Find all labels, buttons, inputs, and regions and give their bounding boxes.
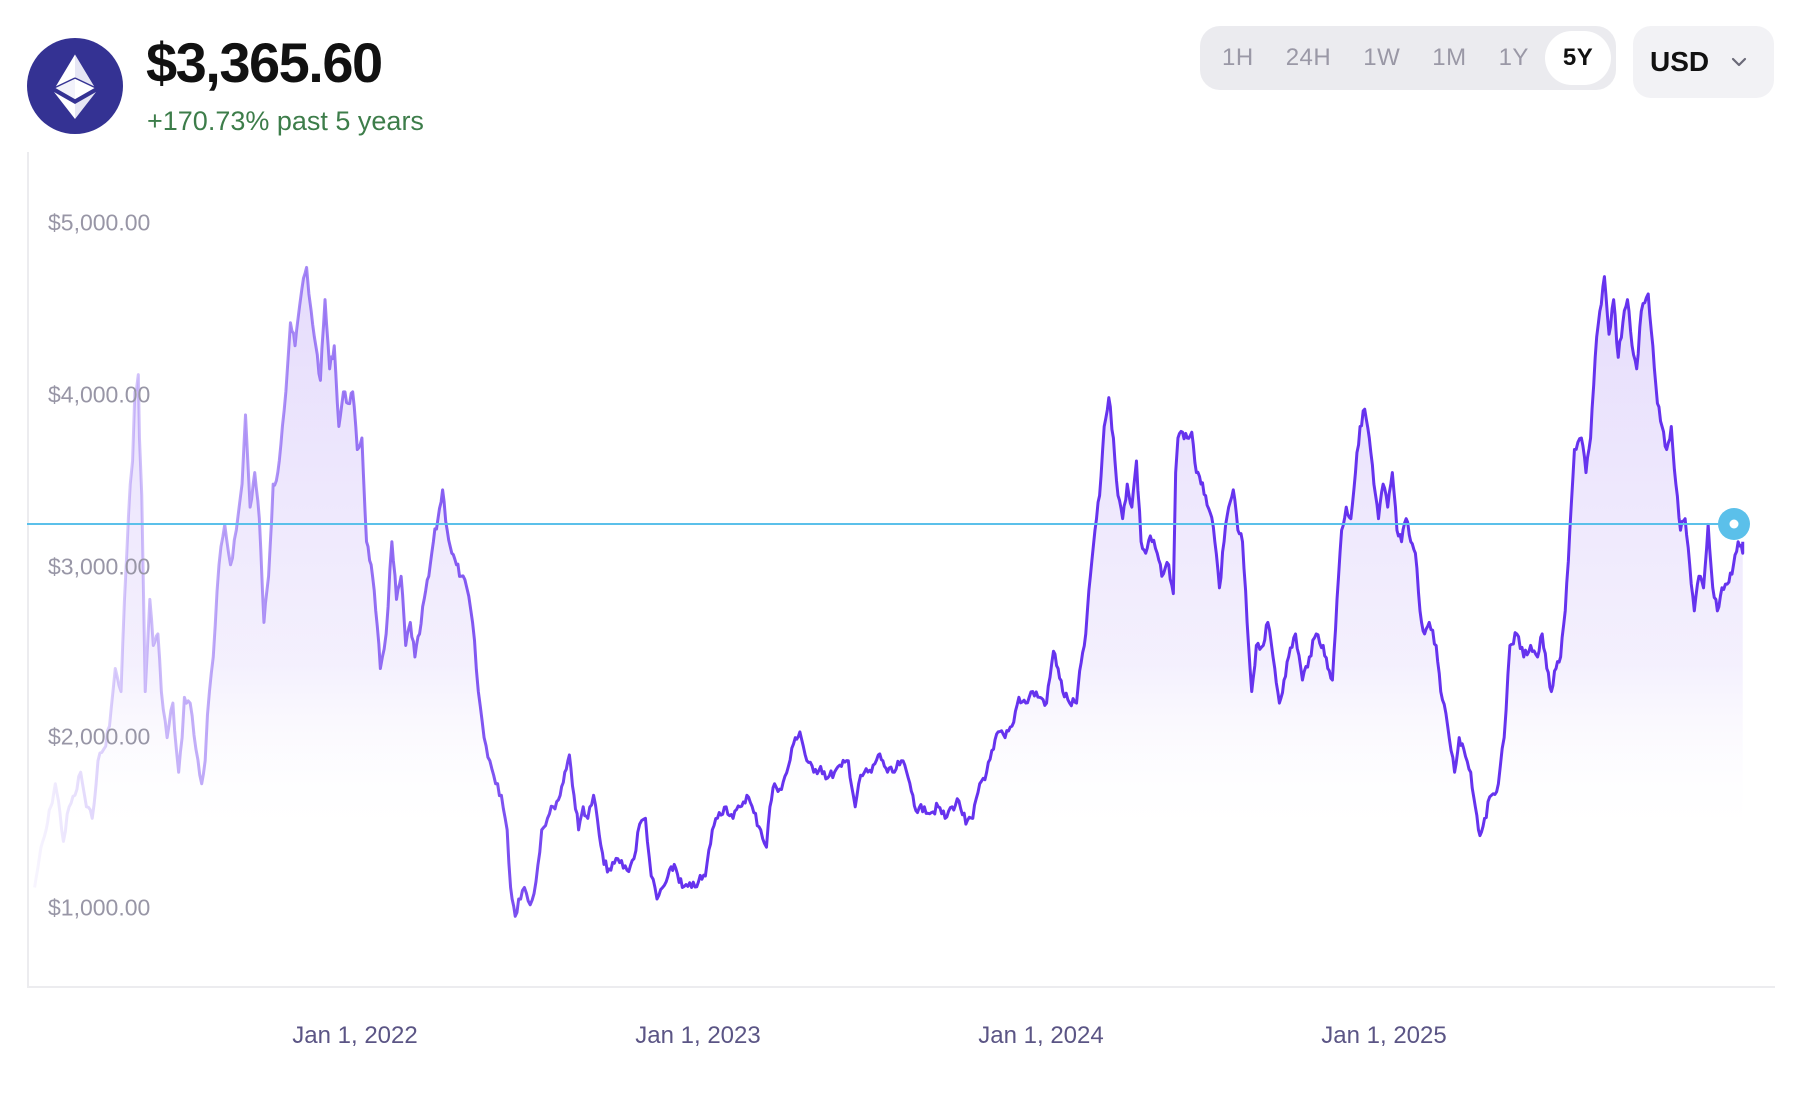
price-area-fill [34,267,1743,986]
chevron-down-icon [1732,57,1747,67]
range-1y-button[interactable]: 1Y [1498,44,1529,71]
price-change: +170.73% past 5 years [147,106,424,136]
range-1w-button[interactable]: 1W [1363,44,1401,71]
current-price-dot-center [1729,519,1739,529]
currency-label: USD [1650,46,1710,77]
x-axis-label-2025: Jan 1, 2025 [1321,1022,1447,1049]
price-line [33,265,1745,918]
range-1h-button[interactable]: 1H [1222,44,1254,71]
current-price: $3,365.60 [146,31,383,94]
y-axis-label-3000: $3,000.00 [48,553,151,580]
x-axis-label-2022: Jan 1, 2022 [292,1022,418,1049]
time-range-selector: 1H 24H 1W 1M 1Y 5Y [1200,26,1616,90]
range-1m-button[interactable]: 1M [1432,44,1467,71]
x-axis-label-2023: Jan 1, 2023 [635,1022,761,1049]
range-24h-button[interactable]: 24H [1285,44,1332,71]
currency-dropdown[interactable]: USD [1633,26,1774,98]
chart-area[interactable] [27,152,1775,988]
ethereum-logo [27,38,123,134]
y-axis-label-5000: $5,000.00 [48,209,151,236]
range-5y-button[interactable]: 5Y [1544,31,1612,85]
x-axis-label-2024: Jan 1, 2024 [978,1022,1104,1049]
y-axis-label-2000: $2,000.00 [48,723,151,750]
y-axis-label-4000: $4,000.00 [48,381,151,408]
ethereum-icon [52,52,98,119]
y-axis-label-1000: $1,000.00 [48,894,151,921]
